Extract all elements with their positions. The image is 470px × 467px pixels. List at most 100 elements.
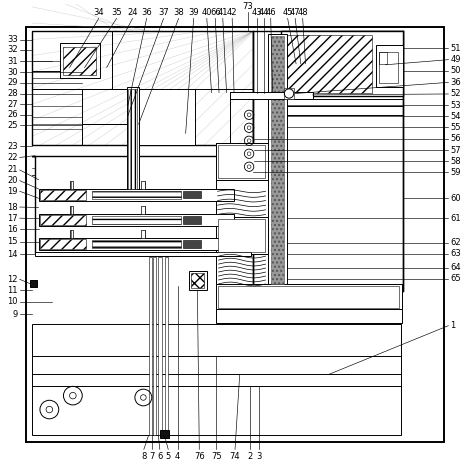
Text: 22: 22 [8,153,18,162]
Text: 46: 46 [266,7,276,17]
Bar [92,216,181,224]
Bar [183,216,201,224]
Bar [70,230,73,238]
Text: 35: 35 [111,7,122,17]
Bar [92,191,181,198]
Text: 76: 76 [194,452,204,461]
Text: 57: 57 [450,146,461,155]
Text: 19: 19 [8,187,18,196]
Text: 33: 33 [7,35,18,44]
Bar [153,257,156,436]
Text: 25: 25 [8,121,18,130]
Text: 41: 41 [218,7,228,17]
Text: 74: 74 [230,452,240,461]
Bar [82,124,129,145]
Text: 20: 20 [8,176,18,185]
Bar [26,27,444,441]
Text: 11: 11 [8,286,18,295]
Bar [216,284,402,310]
Bar [92,240,181,248]
Bar [128,89,137,189]
Text: 12: 12 [8,275,18,284]
Bar [271,36,284,284]
Text: 75: 75 [211,452,221,461]
Text: 27: 27 [7,99,18,109]
Bar [149,257,152,436]
Bar [218,219,265,253]
Bar [40,190,86,199]
Bar [218,286,399,308]
Bar [70,205,73,214]
Text: 50: 50 [450,66,461,75]
Text: 45: 45 [282,7,293,17]
Text: 14: 14 [8,250,18,259]
Bar [70,230,73,238]
Text: 43: 43 [251,7,262,17]
Text: 1: 1 [450,321,455,330]
Text: 15: 15 [8,237,18,246]
Text: 42: 42 [227,7,237,17]
Text: 48: 48 [298,7,308,17]
Bar [141,205,145,214]
Bar [82,89,129,124]
Bar [281,31,403,96]
Bar [216,217,268,254]
Text: 64: 64 [450,263,461,272]
Text: 24: 24 [127,7,138,17]
Text: 29: 29 [8,78,18,87]
Bar [70,205,73,214]
Text: 66: 66 [210,7,220,17]
Bar [183,241,201,248]
Text: 37: 37 [158,7,169,17]
Bar [141,181,145,189]
Text: 8: 8 [141,452,147,461]
Text: 49: 49 [450,55,461,64]
Text: 5: 5 [165,452,171,461]
Bar [63,47,96,76]
Text: 9: 9 [13,310,18,318]
Text: 56: 56 [450,134,461,143]
Text: 31: 31 [7,57,18,65]
Bar [253,31,403,291]
Text: 53: 53 [450,100,461,110]
Bar [164,257,168,436]
Text: 62: 62 [450,238,461,247]
Bar [189,270,207,290]
Text: 23: 23 [7,142,18,151]
Bar [284,88,294,99]
Text: 44: 44 [259,7,269,17]
Bar [32,31,253,145]
Bar [376,45,403,87]
Bar [216,142,268,180]
Bar [60,43,100,78]
Text: 16: 16 [7,225,18,234]
Text: 58: 58 [450,156,461,166]
Text: 36: 36 [450,78,461,87]
Text: 47: 47 [290,7,300,17]
Bar [218,145,265,178]
Text: 63: 63 [450,249,461,258]
Bar [141,181,145,189]
Text: 3: 3 [257,452,262,461]
Bar [139,89,195,145]
Bar [70,181,73,189]
Text: 2: 2 [247,452,253,461]
Text: 18: 18 [7,203,18,212]
Bar [30,280,37,287]
Text: 73: 73 [243,1,253,11]
Text: 34: 34 [94,7,104,17]
Text: 36: 36 [141,7,152,17]
Text: 4: 4 [175,452,180,461]
Text: 32: 32 [7,45,18,55]
Text: 39: 39 [188,7,199,17]
Text: 7: 7 [149,452,155,461]
Text: 26: 26 [7,110,18,120]
Bar [379,52,398,83]
Text: 40: 40 [202,7,212,17]
Text: 61: 61 [450,214,461,223]
Bar [160,430,169,438]
Bar [70,181,73,189]
Text: 30: 30 [7,68,18,77]
Bar [35,156,251,253]
Bar [191,273,204,288]
